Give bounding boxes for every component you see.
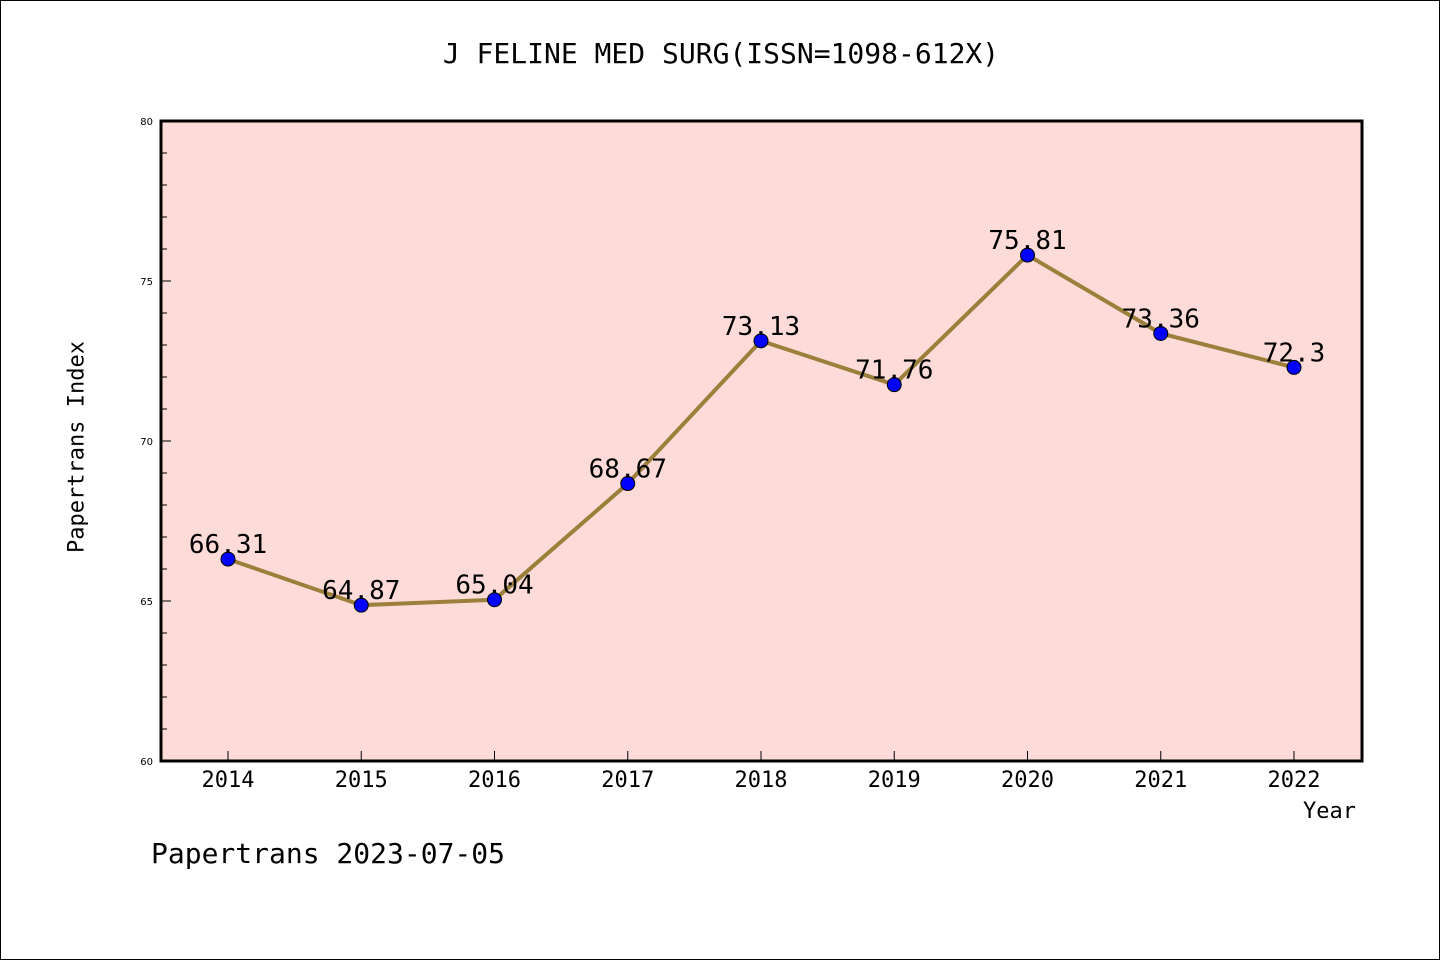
data-label: 65.04 xyxy=(455,571,533,601)
data-point xyxy=(1020,247,1035,263)
data-label: 75.81 xyxy=(988,226,1066,256)
plot-area xyxy=(161,121,1362,761)
data-label: 71.76 xyxy=(855,356,933,386)
data-label: 73.13 xyxy=(722,312,800,342)
x-tick-label: 2022 xyxy=(1268,768,1321,793)
x-tick-label: 2021 xyxy=(1134,768,1187,793)
y-tick-label: 60 xyxy=(140,757,153,768)
x-tick-label: 2018 xyxy=(735,768,788,793)
x-tick-label: 2020 xyxy=(1001,768,1054,793)
x-tick-label: 2017 xyxy=(601,768,654,793)
y-tick-label: 75 xyxy=(140,277,153,288)
data-label: 68.67 xyxy=(589,455,667,485)
data-label: 73.36 xyxy=(1122,304,1200,334)
y-tick-label: 70 xyxy=(140,437,153,448)
y-tick-label: 80 xyxy=(140,117,153,128)
data-label: 66.31 xyxy=(189,530,267,560)
x-tick-label: 2019 xyxy=(868,768,921,793)
data-point xyxy=(1153,325,1169,341)
data-point xyxy=(220,551,236,567)
y-tick-label: 65 xyxy=(140,597,153,608)
data-point xyxy=(620,476,636,492)
footer-credit: Papertrans 2023-07-05 xyxy=(151,837,506,870)
x-tick-label: 2016 xyxy=(468,768,521,793)
data-point xyxy=(353,597,369,613)
data-point xyxy=(1286,359,1302,375)
chart-title: J FELINE MED SURG(ISSN=1098-612X) xyxy=(442,37,1000,70)
data-label: 72.3 xyxy=(1263,338,1326,368)
data-label: 64.87 xyxy=(322,576,400,606)
x-axis-label: Year xyxy=(1303,799,1356,824)
x-tick-label: 2015 xyxy=(335,768,388,793)
data-point xyxy=(753,333,769,349)
data-point xyxy=(487,592,502,608)
data-point xyxy=(886,377,902,393)
x-tick-label: 2014 xyxy=(202,768,255,793)
plot-border xyxy=(159,119,1364,763)
